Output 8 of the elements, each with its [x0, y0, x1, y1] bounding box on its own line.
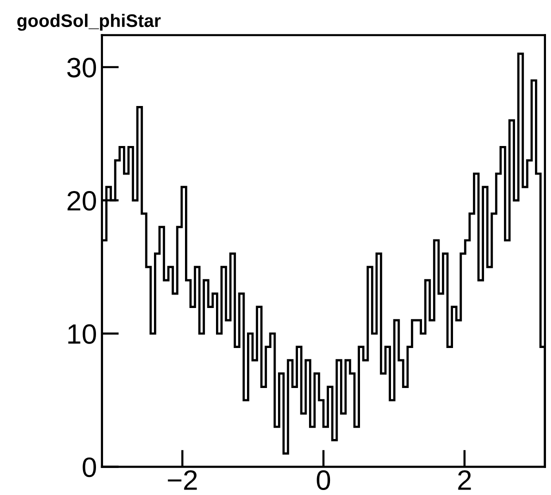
x-tick-label: 2 [458, 470, 471, 490]
y-tick-label: 30 [67, 58, 96, 78]
x-tick-label: −2 [168, 470, 197, 490]
y-tick-label: 0 [82, 457, 96, 478]
y-tick-label: 10 [68, 324, 96, 344]
y-tick-label: 20 [68, 191, 96, 211]
chart-title: goodSol_phiStar [17, 14, 161, 31]
x-tick-label: 0 [316, 470, 330, 490]
